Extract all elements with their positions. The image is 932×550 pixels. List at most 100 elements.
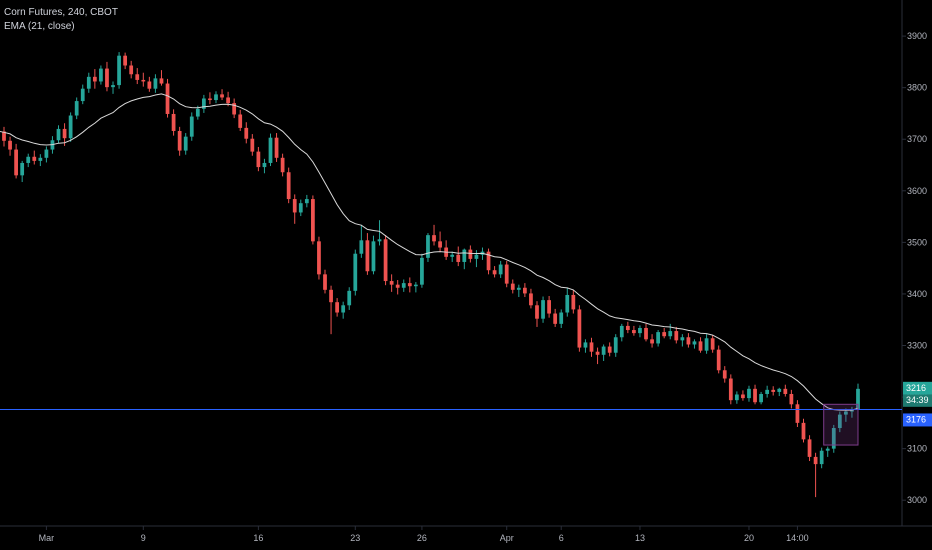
candle-body bbox=[74, 101, 79, 116]
candle bbox=[819, 447, 824, 469]
candle-body bbox=[765, 389, 770, 394]
candle-body bbox=[565, 294, 570, 313]
candle-body bbox=[426, 235, 430, 258]
candle bbox=[407, 277, 412, 293]
candle bbox=[177, 126, 182, 156]
candle bbox=[274, 133, 279, 162]
candle-body bbox=[747, 388, 751, 399]
candle-body bbox=[753, 388, 757, 403]
candle bbox=[32, 150, 37, 165]
y-tick-label: 3100 bbox=[907, 444, 927, 454]
candle bbox=[256, 146, 261, 172]
candle-body bbox=[728, 378, 733, 401]
candle-body bbox=[135, 74, 140, 80]
candle bbox=[510, 279, 515, 294]
candle-body bbox=[214, 94, 218, 101]
candle bbox=[365, 233, 370, 275]
candle bbox=[668, 323, 673, 340]
candle bbox=[825, 446, 830, 457]
candle bbox=[383, 235, 388, 286]
candle bbox=[323, 269, 327, 294]
candle-body bbox=[716, 349, 721, 371]
candle-body bbox=[171, 113, 176, 131]
candle-body bbox=[201, 98, 206, 109]
candle-body bbox=[589, 342, 594, 352]
candle-body bbox=[498, 264, 503, 275]
time-axis[interactable]: Mar 9 16 23 26 Apr 6 13 20 14:00 bbox=[39, 526, 809, 543]
candle-body bbox=[819, 450, 824, 465]
candle bbox=[589, 337, 594, 357]
x-tick-label: 6 bbox=[559, 533, 564, 543]
candle-body bbox=[20, 162, 25, 176]
candle bbox=[8, 136, 12, 156]
candle bbox=[734, 391, 739, 404]
candle-body bbox=[341, 305, 346, 313]
candle-body bbox=[14, 149, 18, 176]
candle bbox=[728, 374, 733, 405]
candle-body bbox=[813, 456, 818, 465]
candle-body bbox=[595, 351, 600, 355]
candle-body bbox=[837, 414, 842, 429]
candle-body bbox=[504, 264, 509, 284]
candle-body bbox=[492, 270, 497, 275]
candle-body bbox=[365, 240, 370, 272]
candle-body bbox=[238, 114, 243, 128]
ema-path bbox=[0, 93, 859, 411]
candle-body bbox=[771, 389, 776, 392]
candle-body bbox=[280, 157, 285, 173]
candle bbox=[613, 334, 618, 357]
candle-body bbox=[856, 388, 860, 410]
candle bbox=[619, 323, 624, 342]
candle bbox=[547, 296, 551, 318]
symbol-title[interactable]: Corn Futures, 240, CBOT bbox=[4, 7, 118, 18]
candle-body bbox=[632, 330, 636, 334]
candle bbox=[698, 337, 703, 353]
candle-body bbox=[68, 115, 73, 139]
candle bbox=[38, 154, 43, 167]
candle bbox=[353, 249, 358, 296]
candle bbox=[80, 84, 85, 105]
candle bbox=[583, 339, 588, 353]
candle-body bbox=[32, 156, 37, 161]
countdown-badge-bg bbox=[903, 394, 932, 407]
candle-body bbox=[450, 254, 455, 257]
candle bbox=[595, 347, 600, 365]
candle-body bbox=[250, 138, 255, 152]
candle bbox=[438, 231, 442, 253]
y-tick-label: 3500 bbox=[907, 237, 927, 247]
candle bbox=[74, 97, 79, 120]
candle bbox=[123, 52, 128, 70]
candle bbox=[468, 245, 473, 263]
candle bbox=[183, 133, 188, 155]
candle bbox=[529, 288, 533, 309]
candle bbox=[159, 70, 164, 86]
indicator-label[interactable]: EMA (21, close) bbox=[4, 21, 75, 32]
candle bbox=[99, 65, 103, 85]
candle bbox=[837, 411, 842, 433]
candle-body bbox=[147, 81, 152, 89]
candle-body bbox=[329, 289, 333, 303]
candle bbox=[535, 301, 539, 327]
candle-body bbox=[195, 108, 200, 117]
candle-body bbox=[407, 283, 412, 287]
countdown-badge: 34:39 bbox=[903, 394, 932, 407]
candle-body bbox=[159, 78, 164, 84]
candle bbox=[268, 133, 273, 167]
candle bbox=[329, 285, 333, 335]
y-tick-label: 3800 bbox=[907, 83, 927, 93]
candle bbox=[426, 233, 430, 262]
candle-body bbox=[432, 235, 436, 242]
candle bbox=[86, 72, 91, 93]
candle-body bbox=[644, 327, 648, 340]
candle-body bbox=[8, 140, 12, 150]
x-tick-label: 23 bbox=[350, 533, 360, 543]
highlight-box[interactable] bbox=[823, 403, 859, 446]
candle-body bbox=[789, 393, 794, 405]
candle-body bbox=[38, 157, 43, 161]
candle bbox=[777, 387, 782, 397]
candle bbox=[335, 298, 339, 317]
candle-body bbox=[317, 241, 321, 275]
candle bbox=[692, 339, 697, 349]
candle bbox=[607, 342, 612, 357]
